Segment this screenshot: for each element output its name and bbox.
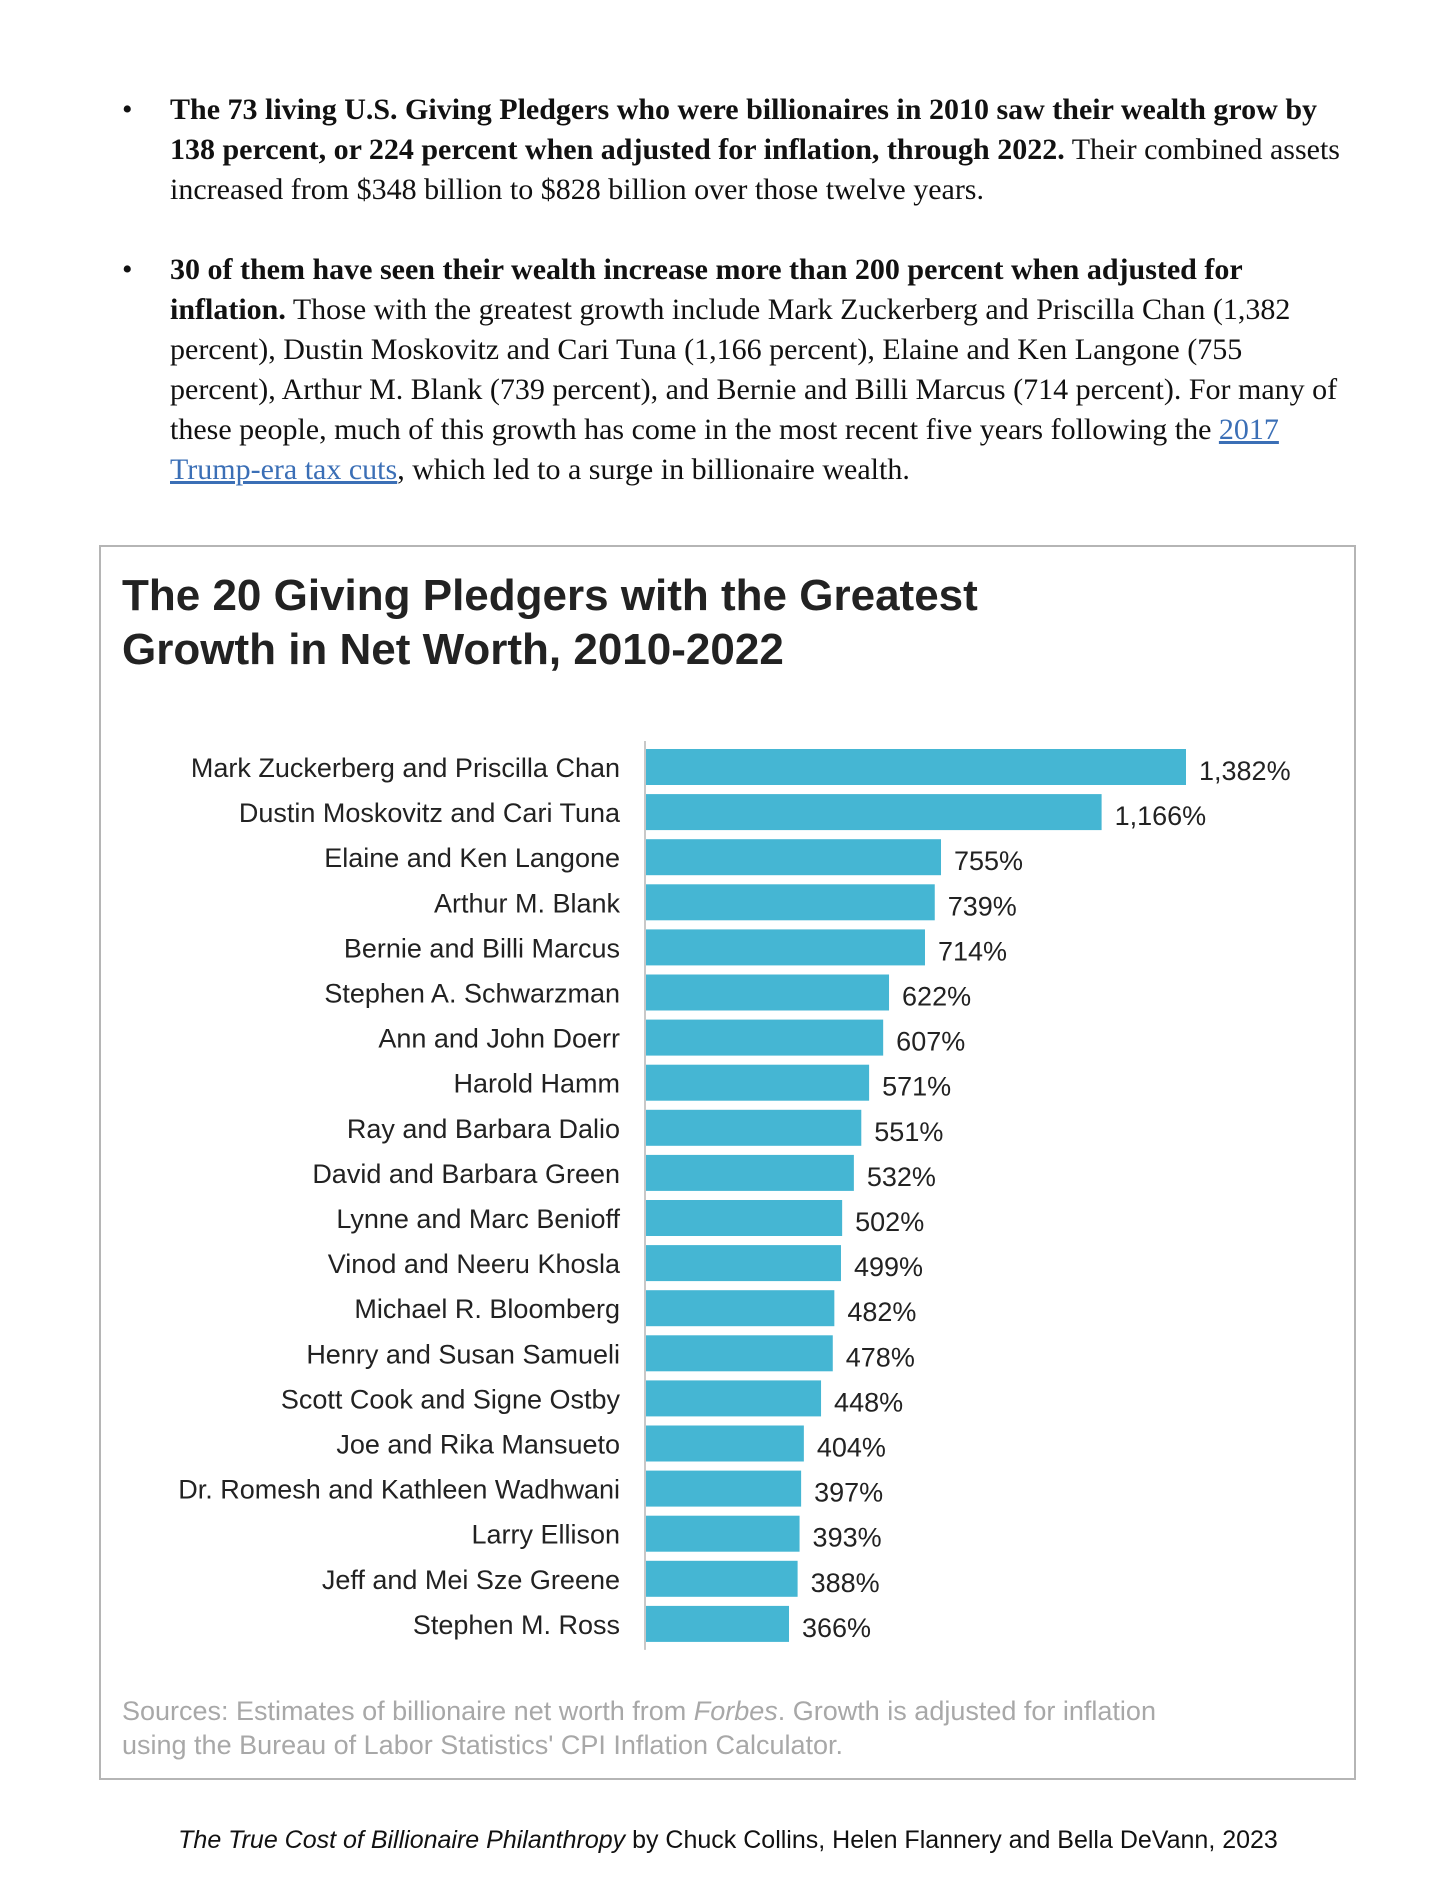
- sources-prefix: Sources: Estimates of billionaire net wo…: [122, 1696, 694, 1726]
- bullet-symbol: •: [122, 93, 133, 126]
- bullet-2-text-end: , which led to a surge in billionaire we…: [397, 453, 910, 486]
- footer-authors: by Chuck Collins, Helen Flannery and Bel…: [625, 1826, 1278, 1854]
- tax-cuts-link[interactable]: 2017 Trump-era tax cuts: [170, 413, 1279, 486]
- chart-title-line-2: Growth in Net Worth, 2010-2022: [122, 625, 784, 674]
- footer-book-title: The True Cost of Billionaire Philanthrop…: [178, 1826, 626, 1854]
- bullet-2-bold: 30 of them have seen their wealth increa…: [170, 253, 1243, 326]
- chart-title-line-1: The 20 Giving Pledgers with the Greatest: [122, 571, 978, 620]
- bullet-1-bold: The 73 living U.S. Giving Pledgers who w…: [170, 93, 1318, 166]
- sources-forbes: Forbes: [693, 1696, 778, 1726]
- sources-suffix: . Growth is adjusted for inflation using…: [122, 1696, 1156, 1760]
- chart-frame: [99, 545, 1356, 1780]
- bullet-symbol: •: [122, 253, 133, 286]
- bullet-item-1: • The 73 living U.S. Giving Pledgers who…: [122, 90, 1350, 210]
- bullet-1-text: Their combined assets increased from $34…: [170, 133, 1340, 206]
- bullet-2-text: Those with the greatest growth include M…: [170, 293, 1338, 446]
- bullet-item-2: • 30 of them have seen their wealth incr…: [122, 250, 1350, 490]
- chart-sources: Sources: Estimates of billionaire net wo…: [122, 1694, 1222, 1762]
- citation-footer: The True Cost of Billionaire Philanthrop…: [0, 1826, 1456, 1855]
